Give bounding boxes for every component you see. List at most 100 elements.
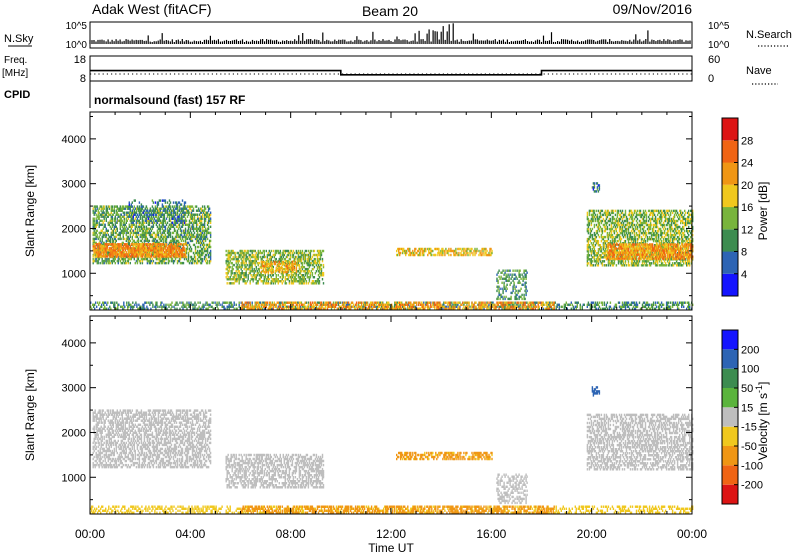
data-cell (181, 223, 184, 227)
data-cell (156, 249, 159, 252)
data-cell (598, 215, 601, 219)
data-cell (243, 261, 245, 265)
data-cell (265, 280, 267, 283)
data-cell (152, 243, 155, 246)
data-cell (126, 207, 128, 210)
data-cell (204, 217, 207, 220)
data-cell (627, 221, 630, 225)
data-cell (137, 237, 140, 241)
data-cell (105, 241, 107, 245)
data-cell (523, 277, 525, 281)
data-cell (95, 241, 97, 245)
data-cell (145, 253, 148, 256)
data-cell (250, 259, 252, 263)
data-cell (169, 243, 172, 246)
data-cell (184, 221, 187, 225)
data-cell (603, 254, 606, 257)
data-cell (622, 221, 625, 225)
data-cell (602, 235, 605, 239)
data-cell (305, 282, 308, 285)
data-cell (153, 251, 156, 254)
data-cell (153, 249, 156, 252)
data-cell (107, 215, 109, 218)
data-cell (201, 257, 204, 261)
data-cell (113, 227, 115, 231)
data-cell (513, 281, 515, 285)
data-cell (139, 225, 142, 229)
data-cell (463, 251, 465, 255)
data-cell (232, 263, 234, 267)
data-cell (503, 277, 505, 281)
data-cell (295, 266, 298, 270)
data-cell (591, 227, 594, 231)
data-cell (144, 249, 147, 252)
data-cell (206, 261, 209, 265)
data-cell (489, 253, 491, 257)
data-cell (628, 246, 631, 249)
data-cell (147, 231, 150, 235)
data-cell (284, 276, 286, 279)
data-cell (180, 243, 183, 246)
data-cell (181, 219, 184, 223)
data-cell (128, 249, 130, 252)
data-cell (608, 213, 611, 217)
data-cell (166, 249, 169, 252)
data-cell (513, 277, 515, 281)
data-cell (191, 259, 194, 263)
data-cell (318, 267, 321, 271)
data-cell (161, 253, 164, 256)
data-cell (193, 231, 196, 235)
data-cell (111, 243, 113, 246)
data-cell (139, 235, 142, 239)
data-cell (196, 213, 199, 216)
data-cell (239, 272, 241, 275)
data-cell (318, 261, 321, 265)
data-cell (252, 274, 254, 277)
data-cell (484, 247, 486, 251)
data-cell (238, 255, 240, 259)
data-cell (313, 253, 316, 257)
data-cell (604, 264, 607, 267)
data-cell (586, 246, 589, 249)
data-cell (121, 229, 123, 233)
data-cell (136, 213, 139, 216)
data-cell (604, 209, 607, 213)
data-cell (121, 253, 123, 256)
data-cell (514, 295, 516, 299)
data-cell (165, 251, 168, 254)
data-cell (141, 207, 144, 210)
data-cell (299, 276, 302, 279)
data-cell (149, 247, 152, 250)
data-cell (146, 261, 149, 265)
data-cell (112, 253, 114, 256)
data-cell (112, 249, 114, 252)
data-cell (113, 247, 115, 250)
data-cell (123, 227, 125, 231)
data-cell (138, 227, 141, 231)
data-cell (106, 245, 108, 248)
data-cell (139, 259, 142, 263)
data-cell (611, 260, 614, 263)
data-cell (620, 254, 623, 257)
data-cell (619, 260, 622, 263)
data-cell (512, 285, 514, 289)
data-cell (93, 219, 95, 223)
data-cell (190, 205, 193, 208)
data-cell (175, 239, 178, 243)
data-cell (281, 260, 283, 264)
data-cell (149, 207, 152, 210)
data-cell (234, 280, 236, 283)
data-cell (276, 260, 278, 264)
data-cell (400, 247, 402, 251)
data-cell (261, 255, 263, 259)
data-cell (146, 257, 149, 261)
data-cell (316, 253, 319, 257)
data-cell (206, 247, 209, 251)
data-cell (199, 217, 202, 220)
data-cell (232, 257, 234, 261)
data-cell (148, 239, 151, 243)
data-cell (96, 223, 98, 227)
data-cell (311, 267, 314, 271)
data-cell (116, 205, 118, 208)
data-cell (203, 205, 206, 208)
